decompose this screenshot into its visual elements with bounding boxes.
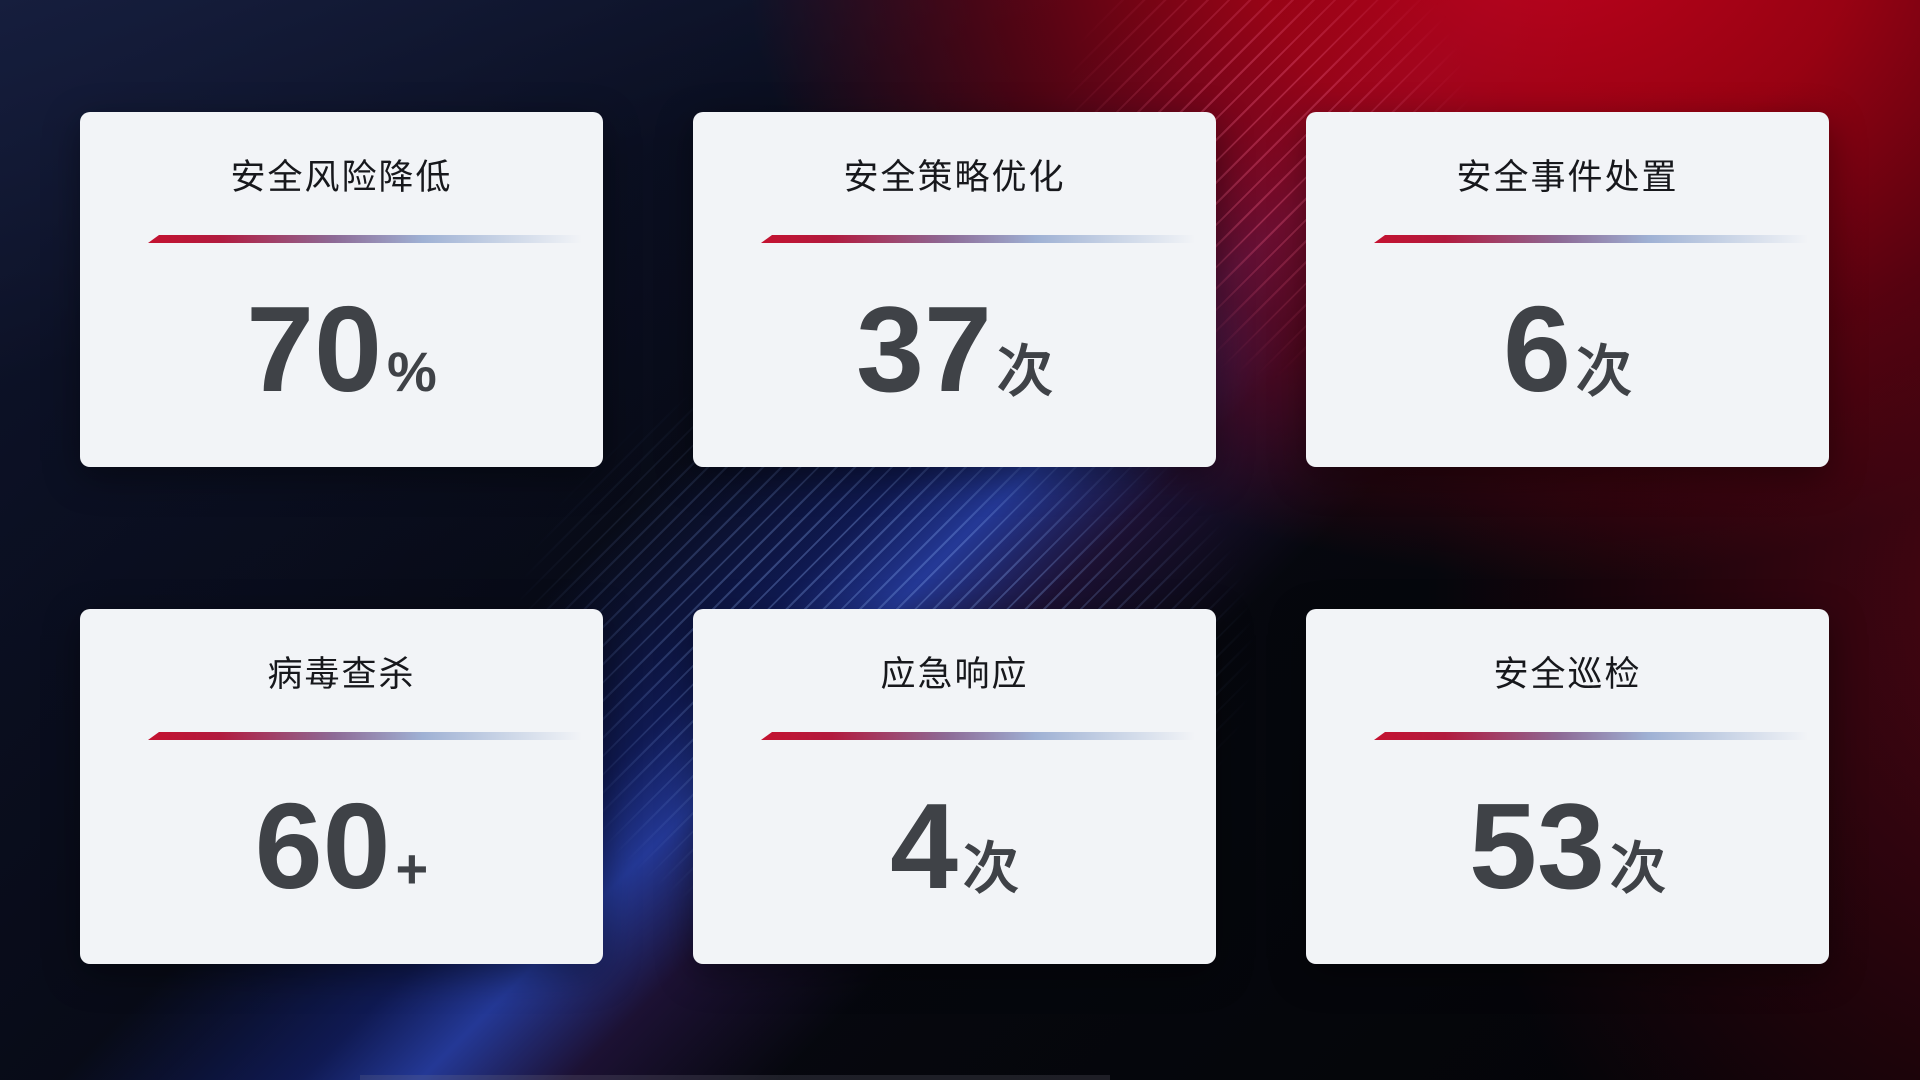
stat-unit: %: [386, 340, 437, 403]
stat-title: 病毒查杀: [267, 655, 416, 694]
stat-unit: 次: [962, 837, 1019, 900]
stat-value: 4: [890, 778, 958, 914]
stat-card-security-inspection: 安全巡检 53 次: [1306, 609, 1829, 964]
stat-value: 6: [1503, 281, 1571, 417]
stat-value-row: 37 次: [856, 273, 1053, 426]
stat-value: 60: [254, 778, 391, 914]
stat-card-incident-handling: 安全事件处置 6 次: [1306, 112, 1829, 467]
stat-unit: +: [395, 837, 429, 900]
stat-value: 70: [246, 281, 382, 417]
gradient-underline: [1374, 732, 1817, 740]
stat-unit: 次: [996, 340, 1053, 403]
stat-value: 53: [1469, 778, 1605, 914]
stat-title: 安全事件处置: [1456, 158, 1679, 197]
stat-value-row: 6 次: [1503, 273, 1632, 426]
gradient-underline: [1374, 235, 1817, 243]
stat-title: 安全风险降低: [230, 158, 453, 197]
stat-value-row: 53 次: [1469, 770, 1666, 923]
gradient-underline: [761, 732, 1204, 740]
stats-grid: 安全风险降低 70 % 安全策略优化 37 次 安全事件处置 6 次 病毒查杀 …: [80, 112, 1829, 964]
stat-value-row: 4 次: [890, 770, 1019, 923]
stat-value: 37: [856, 281, 992, 417]
gradient-underline: [148, 732, 591, 740]
stat-card-policy-optimization: 安全策略优化 37 次: [693, 112, 1216, 467]
stat-card-virus-scan: 病毒查杀 60 +: [80, 609, 603, 964]
stat-card-risk-reduction: 安全风险降低 70 %: [80, 112, 603, 467]
bottom-edge-strip: [360, 1075, 1110, 1080]
gradient-underline: [148, 235, 591, 243]
stat-title: 安全巡检: [1493, 655, 1642, 694]
stat-card-emergency-response: 应急响应 4 次: [693, 609, 1216, 964]
stat-value-row: 70 %: [246, 273, 437, 426]
gradient-underline: [761, 235, 1204, 243]
stat-unit: 次: [1609, 837, 1666, 900]
stat-title: 应急响应: [880, 655, 1029, 694]
stat-unit: 次: [1575, 340, 1632, 403]
stat-title: 安全策略优化: [843, 158, 1066, 197]
stat-value-row: 60 +: [255, 770, 428, 923]
